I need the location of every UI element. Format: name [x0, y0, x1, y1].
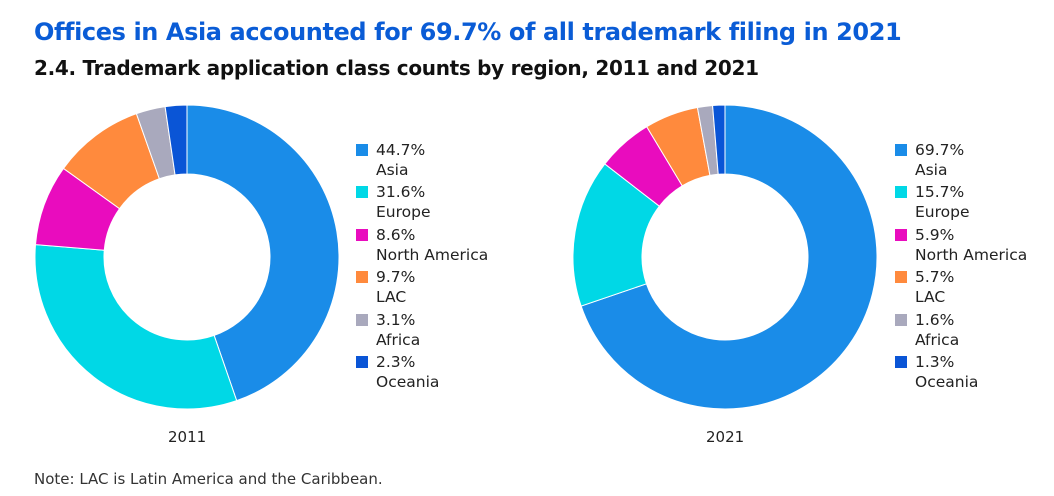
legend-item: 5.7% LAC	[895, 267, 1027, 309]
legend-item: 44.7% Asia	[356, 140, 488, 182]
legend-value: 5.9%	[915, 225, 955, 244]
year-label-2011: 2011	[168, 428, 207, 446]
legend-label: Asia	[376, 161, 409, 179]
legend-label: North America	[915, 245, 1028, 264]
legend-item: 9.7% LAC	[356, 267, 488, 309]
legend-label: Oceania	[376, 372, 440, 391]
legend-label: LAC	[915, 288, 946, 307]
legend-2011: 44.7% Asia 31.6% Europe 8.6% North America 9.7…	[356, 140, 488, 394]
legend-value: 5.7%	[915, 268, 955, 287]
legend-item: 1.3% Oceania	[895, 352, 1027, 394]
legend-item: 31.6% Europe	[356, 182, 488, 224]
legend-swatch	[895, 186, 907, 199]
legend-value: 1.6%	[915, 310, 955, 329]
legend-label: Oceania	[915, 372, 979, 391]
legend-item: 69.7% Asia	[895, 140, 1027, 182]
legend-item: 1.6% Africa	[895, 310, 1027, 352]
legend-label: LAC	[376, 288, 407, 307]
slice-2021-asia	[580, 104, 878, 410]
legend-swatch	[356, 228, 368, 241]
legend-value: 9.7%	[376, 268, 416, 287]
legend-label: Europe	[376, 203, 431, 222]
legend-2021: 69.7% Asia 15.7% Europe 5.9% North America 5.7…	[895, 140, 1027, 394]
chart-title: 2.4. Trademark application class counts …	[34, 56, 759, 80]
legend-swatch	[895, 313, 907, 326]
legend-item: 3.1% Africa	[356, 310, 488, 352]
legend-swatch	[356, 271, 368, 284]
legend-swatch	[356, 186, 368, 199]
legend-value: 15.7%	[915, 183, 965, 202]
slice-2011-europe	[34, 244, 238, 410]
legend-swatch	[356, 355, 368, 368]
legend-value: 31.6%	[376, 183, 426, 202]
legend-value: 3.1%	[376, 310, 416, 329]
legend-swatch	[356, 144, 368, 156]
legend-swatch	[895, 355, 907, 368]
footnote: Note: LAC is Latin America and the Carib…	[34, 470, 383, 488]
legend-label: Asia	[915, 161, 948, 179]
legend-item: 5.9% North America	[895, 225, 1027, 267]
legend-value: 8.6%	[376, 225, 416, 244]
legend-label: Africa	[376, 330, 421, 349]
legend-value: 44.7%	[376, 141, 426, 159]
legend-label: North America	[376, 245, 489, 264]
headline: Offices in Asia accounted for 69.7% of a…	[34, 18, 902, 46]
legend-swatch	[895, 228, 907, 241]
legend-value: 69.7%	[915, 141, 965, 159]
legend-label: Africa	[915, 330, 960, 349]
slice-2011-asia	[186, 104, 340, 402]
legend-value: 2.3%	[376, 352, 416, 371]
legend-item: 8.6% North America	[356, 225, 488, 267]
slice-2021-oceania	[712, 104, 726, 175]
legend-swatch	[895, 271, 907, 284]
legend-value: 1.3%	[915, 352, 955, 371]
legend-label: Europe	[915, 203, 970, 222]
legend-item: 15.7% Europe	[895, 182, 1027, 224]
legend-swatch	[356, 313, 368, 326]
legend-swatch	[895, 144, 907, 156]
year-label-2021: 2021	[706, 428, 745, 446]
legend-item: 2.3% Oceania	[356, 352, 488, 394]
slice-2011-oceania	[164, 104, 188, 176]
